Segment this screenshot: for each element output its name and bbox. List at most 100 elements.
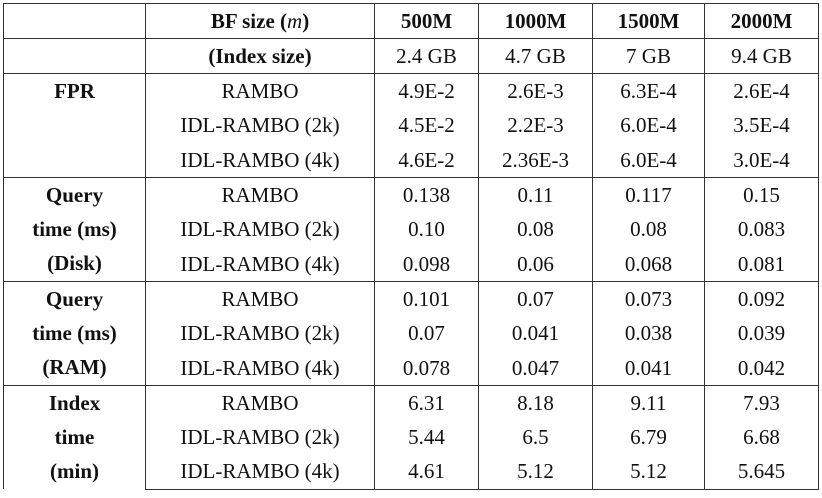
value-cell: 0.15 — [704, 176, 819, 213]
value-cell: 4.6E-2 — [374, 142, 479, 178]
value-cell: 6.79 — [592, 419, 705, 455]
column-header: 2000M — [704, 3, 819, 39]
value-cell: 6.0E-4 — [592, 108, 705, 143]
table-row: Query time (ms) (RAM) RAMBO 0.101 0.07 0… — [3, 280, 819, 386]
table-row: Index time (min) RAMBO 6.31 8.18 9.11 7.… — [3, 384, 819, 490]
header-row-bf-size: BF size (m) 500M 1000M 1500M 2000M — [3, 3, 819, 39]
value-cell: 0.07 — [478, 280, 593, 317]
group-label-line: Query — [45, 286, 104, 311]
value-cell: 6.68 — [704, 419, 819, 455]
method-cell: RAMBO — [145, 176, 375, 213]
value-cell: 4.61 — [374, 454, 479, 490]
group-label-line: time (ms) — [32, 216, 117, 241]
group-label-line: (RAM) — [42, 354, 107, 379]
table-row: IDL-RAMBO (2k) 4.5E-2 2.2E-3 6.0E-4 3.5E… — [4, 108, 819, 143]
value-cell: 6.5 — [478, 419, 593, 455]
group-label-line: (Disk) — [47, 250, 102, 275]
empty-corner-cell — [3, 38, 146, 74]
value-cell: 0.078 — [374, 350, 479, 386]
value-cell: 6.3E-4 — [592, 73, 705, 109]
value-cell: 2.2E-3 — [478, 108, 593, 143]
method-cell: IDL-RAMBO (4k) — [145, 142, 375, 178]
value-cell: 0.041 — [478, 316, 593, 351]
group-label-line: (min) — [50, 458, 99, 483]
value-cell: 5.12 — [478, 454, 593, 490]
method-cell: RAMBO — [145, 73, 375, 109]
bf-size-close: ) — [302, 9, 310, 33]
empty-corner-cell — [3, 3, 146, 39]
table-row: IDL-RAMBO (4k) 0.098 0.06 0.068 0.081 — [4, 246, 819, 282]
index-size-header: (Index size) — [145, 38, 375, 74]
method-cell: IDL-RAMBO (4k) — [145, 246, 375, 282]
results-table: BF size (m) 500M 1000M 1500M 2000M (Inde… — [3, 3, 819, 490]
value-cell: 6.31 — [374, 384, 479, 420]
value-cell: 9.11 — [592, 384, 705, 420]
method-cell: IDL-RAMBO (2k) — [145, 316, 375, 351]
column-header: 1000M — [478, 3, 593, 39]
value-cell: 2.6E-3 — [478, 73, 593, 109]
group-label-line: Index — [48, 390, 101, 415]
value-cell: 5.12 — [592, 454, 705, 490]
method-cell: IDL-RAMBO (4k) — [145, 350, 375, 386]
index-size-cell: 4.7 GB — [478, 38, 593, 74]
group-label-index-time: Index time (min) — [3, 384, 146, 490]
table-row: IDL-RAMBO (2k) 0.10 0.08 0.08 0.083 — [4, 212, 819, 247]
value-cell: 0.117 — [592, 176, 705, 213]
value-cell: 2.6E-4 — [704, 73, 819, 109]
value-cell: 0.073 — [592, 280, 705, 317]
bf-size-var: m — [287, 9, 303, 33]
value-cell: 0.081 — [704, 246, 819, 282]
group-label-line: Query — [45, 182, 104, 207]
index-size-cell: 9.4 GB — [704, 38, 819, 74]
table-row: IDL-RAMBO (4k) 4.6E-2 2.36E-3 6.0E-4 3.0… — [4, 142, 819, 178]
value-cell: 0.08 — [478, 212, 593, 247]
table-row: FPR RAMBO 4.9E-2 2.6E-3 6.3E-4 2.6E-4 — [3, 73, 819, 178]
column-header: 500M — [374, 3, 479, 39]
table-row: IDL-RAMBO (4k) 0.078 0.047 0.041 0.042 — [4, 350, 819, 386]
column-header: 1500M — [592, 3, 705, 39]
value-cell: 0.10 — [374, 212, 479, 247]
value-cell: 0.11 — [478, 176, 593, 213]
value-cell: 6.0E-4 — [592, 142, 705, 178]
value-cell: 0.06 — [478, 246, 593, 282]
value-cell: 3.5E-4 — [704, 108, 819, 143]
value-cell: 0.042 — [704, 350, 819, 386]
value-cell: 0.041 — [592, 350, 705, 386]
value-cell: 5.44 — [374, 419, 479, 455]
method-cell: IDL-RAMBO (4k) — [145, 454, 375, 490]
table-row: IDL-RAMBO (2k) 5.44 6.5 6.79 6.68 — [4, 419, 819, 455]
value-cell: 0.098 — [374, 246, 479, 282]
group-label-query-time-disk: Query time (ms) (Disk) — [3, 176, 146, 282]
header-row-index-size: (Index size) 2.4 GB 4.7 GB 7 GB 9.4 GB — [3, 38, 819, 74]
value-cell: 5.645 — [704, 454, 819, 490]
value-cell: 0.083 — [704, 212, 819, 247]
group-label-fpr: FPR — [3, 73, 146, 178]
table-row: IDL-RAMBO (4k) 4.61 5.12 5.12 5.645 — [4, 454, 819, 490]
index-size-cell: 7 GB — [592, 38, 705, 74]
value-cell: 2.36E-3 — [478, 142, 593, 178]
value-cell: 0.039 — [704, 316, 819, 351]
method-cell: IDL-RAMBO (2k) — [145, 419, 375, 455]
value-cell: 0.038 — [592, 316, 705, 351]
value-cell: 0.101 — [374, 280, 479, 317]
group-label-line: FPR — [54, 79, 95, 103]
group-label-line: time (ms) — [32, 320, 117, 345]
index-size-cell: 2.4 GB — [374, 38, 479, 74]
bf-size-label: BF size ( — [210, 9, 288, 33]
value-cell: 0.047 — [478, 350, 593, 386]
value-cell: 8.18 — [478, 384, 593, 420]
value-cell: 0.08 — [592, 212, 705, 247]
method-cell: RAMBO — [145, 384, 375, 420]
value-cell: 0.138 — [374, 176, 479, 213]
table-row: IDL-RAMBO (2k) 0.07 0.041 0.038 0.039 — [4, 316, 819, 351]
value-cell: 0.07 — [374, 316, 479, 351]
method-cell: RAMBO — [145, 280, 375, 317]
value-cell: 3.0E-4 — [704, 142, 819, 178]
value-cell: 4.5E-2 — [374, 108, 479, 143]
method-cell: IDL-RAMBO (2k) — [145, 108, 375, 143]
group-label-line: time — [54, 424, 95, 449]
value-cell: 0.068 — [592, 246, 705, 282]
value-cell: 0.092 — [704, 280, 819, 317]
value-cell: 7.93 — [704, 384, 819, 420]
bf-size-header: BF size (m) — [145, 3, 375, 39]
